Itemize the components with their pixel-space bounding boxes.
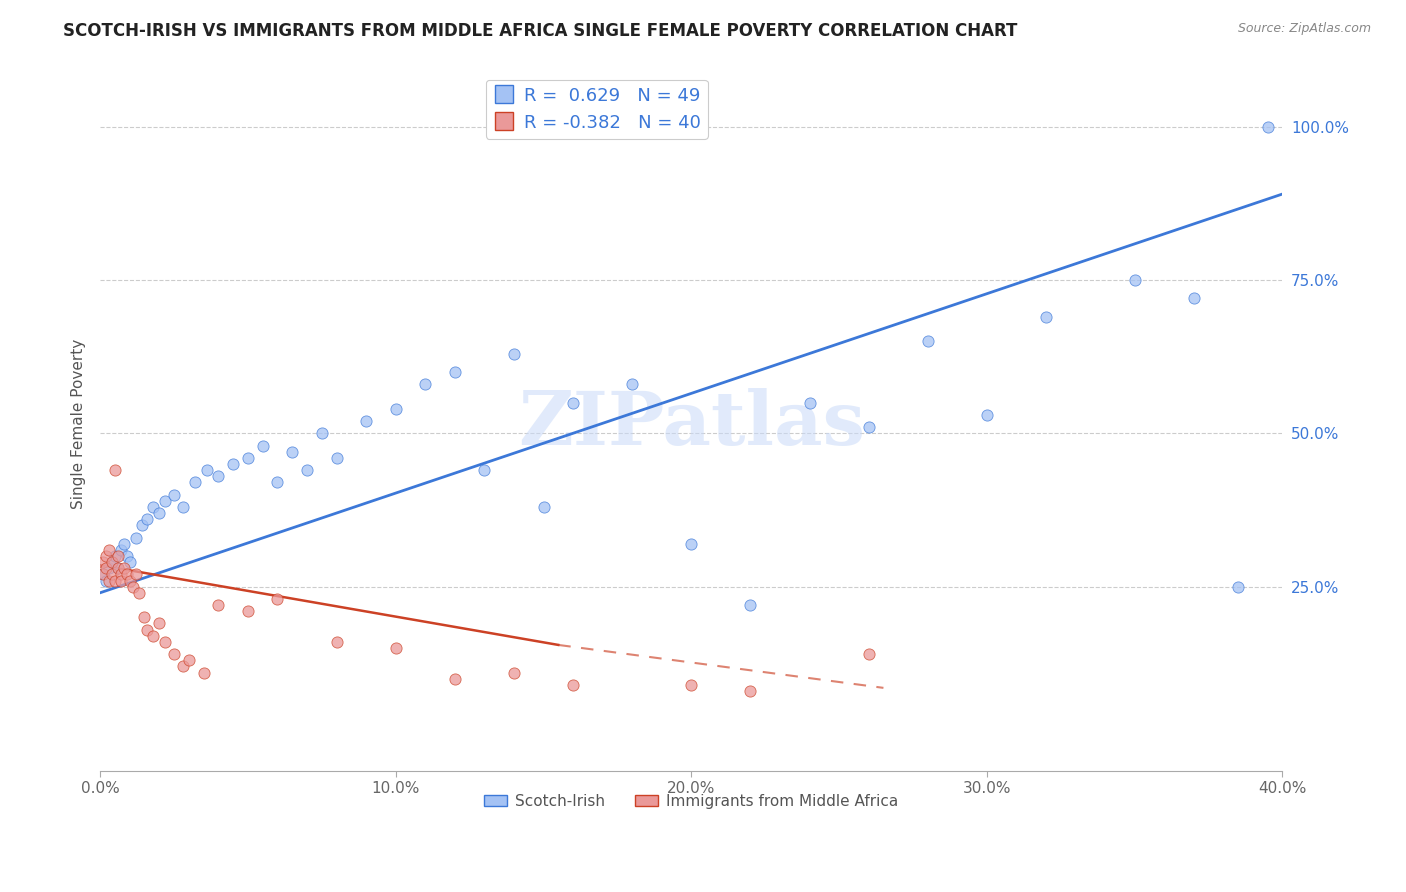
Point	[681, 537, 703, 551]
Point	[112, 537, 135, 551]
Point	[295, 463, 318, 477]
Point	[562, 395, 585, 409]
Point	[124, 531, 146, 545]
Point	[118, 574, 141, 588]
Point	[91, 555, 114, 569]
Point	[94, 549, 117, 563]
Point	[207, 598, 229, 612]
Point	[183, 475, 205, 490]
Point	[142, 629, 165, 643]
Point	[153, 493, 176, 508]
Point	[266, 591, 288, 606]
Point	[858, 647, 880, 661]
Text: SCOTCH-IRISH VS IMMIGRANTS FROM MIDDLE AFRICA SINGLE FEMALE POVERTY CORRELATION : SCOTCH-IRISH VS IMMIGRANTS FROM MIDDLE A…	[63, 22, 1018, 40]
Point	[384, 640, 406, 655]
Point	[740, 598, 762, 612]
Point	[1257, 120, 1279, 134]
Point	[1035, 310, 1057, 324]
Point	[281, 444, 304, 458]
Point	[121, 580, 143, 594]
Point	[134, 610, 156, 624]
Legend: Scotch-Irish, Immigrants from Middle Africa: Scotch-Irish, Immigrants from Middle Afr…	[478, 788, 904, 815]
Point	[98, 542, 121, 557]
Point	[104, 574, 127, 588]
Point	[172, 659, 194, 673]
Point	[252, 438, 274, 452]
Point	[443, 365, 465, 379]
Point	[101, 555, 124, 569]
Y-axis label: Single Female Poverty: Single Female Poverty	[72, 339, 86, 509]
Point	[236, 450, 259, 465]
Point	[101, 555, 124, 569]
Point	[142, 500, 165, 514]
Point	[177, 653, 200, 667]
Point	[98, 561, 121, 575]
Point	[115, 549, 138, 563]
Point	[107, 561, 129, 575]
Point	[104, 463, 127, 477]
Point	[163, 488, 186, 502]
Point	[799, 395, 821, 409]
Point	[112, 561, 135, 575]
Point	[193, 665, 215, 680]
Point	[976, 408, 998, 422]
Point	[1123, 273, 1146, 287]
Text: ZIPatlas: ZIPatlas	[517, 387, 865, 460]
Point	[681, 678, 703, 692]
Point	[384, 401, 406, 416]
Point	[118, 555, 141, 569]
Point	[195, 463, 218, 477]
Point	[94, 561, 117, 575]
Point	[354, 414, 377, 428]
Point	[163, 647, 186, 661]
Point	[104, 549, 127, 563]
Point	[124, 567, 146, 582]
Point	[1227, 580, 1250, 594]
Point	[110, 542, 132, 557]
Point	[91, 567, 114, 582]
Point	[101, 567, 124, 582]
Point	[474, 463, 496, 477]
Point	[136, 512, 159, 526]
Point	[128, 586, 150, 600]
Point	[562, 678, 585, 692]
Point	[148, 616, 170, 631]
Point	[153, 635, 176, 649]
Point	[91, 567, 114, 582]
Point	[325, 635, 347, 649]
Point	[266, 475, 288, 490]
Point	[621, 377, 644, 392]
Point	[503, 346, 526, 360]
Point	[98, 574, 121, 588]
Point	[131, 518, 153, 533]
Point	[503, 665, 526, 680]
Point	[172, 500, 194, 514]
Point	[740, 684, 762, 698]
Point	[325, 450, 347, 465]
Point	[207, 469, 229, 483]
Point	[148, 506, 170, 520]
Point	[107, 549, 129, 563]
Point	[533, 500, 555, 514]
Point	[917, 334, 939, 349]
Point	[107, 561, 129, 575]
Text: Source: ZipAtlas.com: Source: ZipAtlas.com	[1237, 22, 1371, 36]
Point	[236, 604, 259, 618]
Point	[136, 623, 159, 637]
Point	[94, 574, 117, 588]
Point	[858, 420, 880, 434]
Point	[222, 457, 245, 471]
Point	[443, 672, 465, 686]
Point	[115, 567, 138, 582]
Point	[110, 574, 132, 588]
Point	[1182, 291, 1205, 305]
Point	[311, 426, 333, 441]
Point	[110, 567, 132, 582]
Point	[413, 377, 436, 392]
